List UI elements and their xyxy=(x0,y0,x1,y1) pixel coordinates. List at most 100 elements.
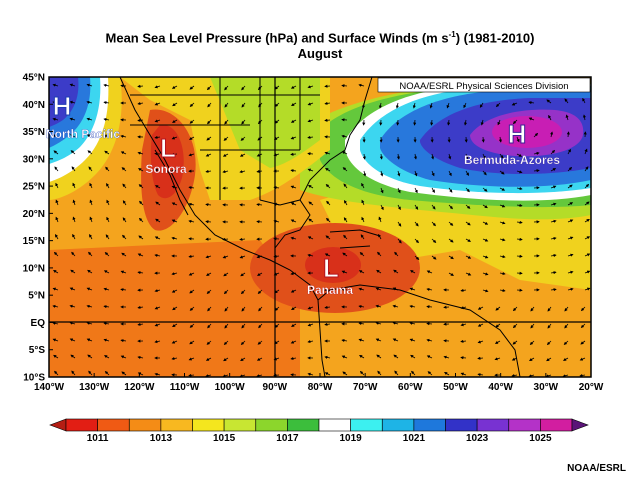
wind-arrow xyxy=(546,357,552,362)
wind-arrow xyxy=(307,253,314,257)
wind-arrow xyxy=(207,323,212,329)
wind-arrow xyxy=(106,183,110,189)
colorbar-swatch xyxy=(445,418,478,432)
wind-arrow xyxy=(397,204,401,211)
wind-arrow xyxy=(477,340,484,344)
wind-arrow xyxy=(448,255,454,260)
wind-arrow xyxy=(499,271,506,276)
wind-arrow xyxy=(482,238,489,242)
wind-arrow xyxy=(224,119,229,125)
latitude-tick-label: 10°N xyxy=(23,263,45,274)
wind-arrow xyxy=(137,322,144,326)
title-line1-tail: ) (1981-2010) xyxy=(455,30,535,46)
wind-arrow xyxy=(380,170,384,177)
wind-arrow xyxy=(86,321,93,325)
wind-arrow xyxy=(104,355,110,359)
wind-arrow xyxy=(378,216,382,223)
wind-arrow xyxy=(448,187,453,193)
wind-arrow xyxy=(86,100,93,104)
wind-arrow xyxy=(72,216,76,223)
wind-arrow xyxy=(567,202,574,206)
latitude-tick-label: 40°N xyxy=(23,100,45,111)
wind-arrow xyxy=(511,357,518,361)
wind-arrow xyxy=(528,101,535,105)
wind-arrow xyxy=(239,255,246,259)
wind-arrow xyxy=(171,202,178,206)
wind-arrow xyxy=(567,148,571,155)
wind-arrow xyxy=(307,306,314,310)
wind-arrow xyxy=(324,151,331,155)
wind-arrow xyxy=(324,322,331,326)
wind-arrow xyxy=(431,238,437,243)
colorbar-swatch xyxy=(255,418,288,432)
wind-arrow xyxy=(361,102,366,109)
wind-arrow xyxy=(240,272,246,277)
wind-arrow xyxy=(206,85,212,91)
bermuda-azores-label: Bermuda-Azores xyxy=(464,153,560,167)
wind-arrow xyxy=(120,288,127,292)
wind-arrow xyxy=(533,132,539,138)
wind-arrow xyxy=(326,217,331,223)
wind-arrow xyxy=(499,153,504,159)
wind-arrow xyxy=(290,356,297,361)
wind-arrow xyxy=(377,251,382,257)
wind-arrow xyxy=(189,136,195,140)
wind-arrow xyxy=(189,102,195,107)
colorbar-swatch xyxy=(223,418,257,432)
colorbar-label: 1025 xyxy=(529,433,552,444)
wind-arrow xyxy=(512,340,518,345)
wind-arrow xyxy=(137,305,144,309)
wind-arrow xyxy=(307,168,314,172)
wind-arrow xyxy=(154,119,161,123)
wind-arrow xyxy=(290,136,297,140)
wind-arrow xyxy=(414,238,419,244)
latitude-tick-label: 35°N xyxy=(23,127,45,138)
wind-arrow xyxy=(69,83,76,87)
wind-arrow xyxy=(409,321,416,325)
wind-arrow xyxy=(241,323,246,329)
wind-arrow xyxy=(480,119,484,126)
wind-arrow xyxy=(104,150,110,155)
wind-arrow xyxy=(121,167,127,172)
wind-arrow xyxy=(224,102,229,108)
wind-arrow xyxy=(239,170,246,174)
wind-arrow xyxy=(171,289,178,293)
reference-lines xyxy=(49,77,591,377)
wind-arrow xyxy=(188,254,195,258)
bermuda-azores-high-letter: H xyxy=(508,119,527,149)
wind-arrow xyxy=(291,323,297,327)
wind-arrow xyxy=(392,287,399,291)
wind-arrow xyxy=(54,234,59,240)
wind-arrow xyxy=(189,306,195,311)
wind-arrow xyxy=(122,183,127,189)
wind-arrow xyxy=(584,218,590,223)
wind-arrow xyxy=(87,354,93,359)
wind-arrow xyxy=(171,236,178,240)
colorbar-label: 1021 xyxy=(403,433,426,444)
wind-arrow xyxy=(396,153,400,160)
longitude-tick-label: 40°W xyxy=(488,382,513,393)
wind-arrow xyxy=(239,153,246,157)
source-text: NOAA/ESRL Physical Sciences Division xyxy=(399,81,568,92)
wind-arrow xyxy=(69,287,76,291)
wind-arrow xyxy=(392,338,399,342)
wind-arrow xyxy=(414,255,420,260)
latitude-tick-label: 5°S xyxy=(29,345,46,356)
wind-arrow xyxy=(413,153,418,160)
wind-arrow xyxy=(343,183,348,189)
wind-arrow xyxy=(188,272,195,276)
wind-arrow xyxy=(460,356,467,360)
wind-arrow xyxy=(274,306,280,311)
wind-arrow xyxy=(307,339,314,344)
wind-arrow xyxy=(393,269,399,274)
wind-arrow xyxy=(343,234,348,240)
wind-arrow xyxy=(465,153,469,160)
wind-arrow xyxy=(580,340,586,345)
wind-arrow xyxy=(358,287,365,291)
wind-arrow xyxy=(326,200,331,206)
longitude-tick-label: 60°W xyxy=(398,382,423,393)
wind-arrow xyxy=(430,119,434,126)
latitude-tick-label: 25°N xyxy=(23,182,45,193)
wind-arrow xyxy=(460,288,467,292)
wind-arrow xyxy=(241,85,246,91)
